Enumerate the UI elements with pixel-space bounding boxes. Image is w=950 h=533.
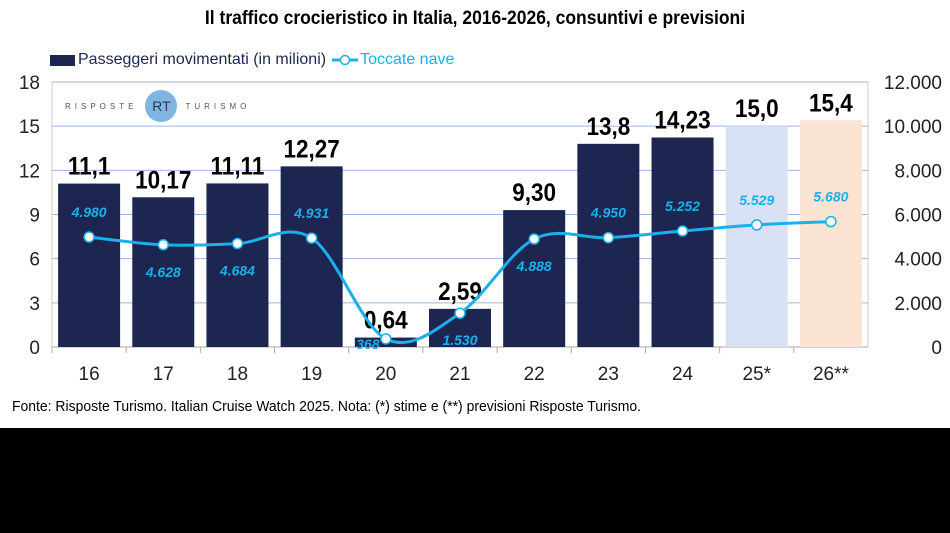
x-tick-label: 24: [672, 364, 694, 385]
source-note: Fonte: Risposte Turismo. Italian Cruise …: [12, 398, 642, 415]
y-right-tick-label: 2.000: [894, 294, 942, 315]
y-left-tick-label: 12: [19, 161, 40, 182]
line-data-label: 4.628: [145, 264, 181, 280]
y-left-tick-label: 6: [29, 250, 40, 271]
risposte-turismo-logo: RISPOSTE RT TURISMO: [65, 90, 250, 122]
bar-24: [651, 137, 714, 347]
line-data-label: 5.680: [813, 189, 848, 205]
bar-19: [280, 166, 343, 347]
bar-data-label: 12,27: [283, 135, 339, 163]
line-point: [602, 231, 615, 244]
y-left-tick-label: 9: [29, 206, 40, 227]
legend-bar-swatch: [50, 54, 75, 66]
y-right-tick-label: 0: [931, 338, 942, 359]
legend-line-swatch: [332, 54, 359, 66]
bar-22: [503, 210, 566, 347]
x-tick-label: 17: [153, 364, 174, 385]
bar-23: [577, 143, 640, 347]
y-right-tick-label: 4.000: [894, 250, 942, 271]
bar-data-label: 11,1: [68, 153, 111, 181]
bar-17: [132, 197, 195, 347]
y-left-tick-label: 0: [29, 338, 40, 359]
x-tick-label: 23: [598, 364, 619, 385]
line-data-label: 5.529: [739, 192, 774, 208]
bar-data-label: 13,8: [586, 113, 630, 141]
x-tick-label: 25*: [742, 364, 771, 385]
x-tick-label: 20: [375, 364, 396, 385]
bar-data-label: 0,64: [364, 307, 409, 335]
legend: Passeggeri movimentati (in milioni) Tocc…: [50, 51, 454, 69]
y-left-tick-label: 18: [19, 73, 40, 94]
line-point: [676, 225, 689, 237]
line-point: [305, 232, 318, 244]
chart-svg: 0 3 6 9 12 15 18 0 2.000 4.000 6.000 8.000 10.000 12.…: [19, 73, 942, 385]
legend-line-label: Toccate nave: [360, 51, 455, 68]
line-data-label: 4.684: [219, 263, 255, 279]
line-point: [750, 219, 763, 231]
y-left-tick-label: 3: [29, 294, 40, 315]
bar-data-label: 14,23: [654, 106, 710, 134]
line-point: [380, 333, 392, 345]
line-data-label: 4.888: [516, 258, 552, 274]
line-point: [83, 231, 95, 243]
line-data-label: 4.950: [590, 205, 626, 221]
bar-25*: [725, 126, 788, 348]
logo-right: TURISMO: [185, 101, 251, 111]
logo-mark: RT: [145, 90, 178, 122]
y-right-tick-label: 6.000: [894, 206, 942, 227]
bar-data-label: 15,0: [735, 95, 779, 123]
line-point: [825, 215, 837, 228]
x-tick-label: 16: [79, 364, 100, 385]
bar-data-label: 9,30: [512, 179, 556, 207]
line-data-label: 4.980: [71, 204, 107, 220]
line-data-label: 4.931: [293, 205, 329, 221]
line-point: [231, 237, 244, 250]
line-point: [454, 307, 466, 319]
line-data-label: 5.252: [665, 198, 700, 214]
y-right-tick-label: 10.000: [884, 117, 942, 138]
bar-18: [206, 183, 269, 347]
line-data-label: 1.530: [442, 332, 477, 348]
bar-16: [58, 183, 121, 347]
bar-26**: [799, 120, 862, 348]
x-tick-label: 21: [449, 364, 470, 385]
bar-data-label: 15,4: [809, 89, 854, 117]
line-data-label: 368: [356, 336, 380, 352]
x-tick-label: 18: [227, 364, 248, 385]
chart-container: Il traffico crocieristico in Italia, 201…: [0, 0, 950, 428]
chart-title: Il traffico crocieristico in Italia, 201…: [204, 8, 746, 29]
bar-data-label: 10,17: [135, 166, 191, 194]
x-tick-label: 19: [301, 364, 322, 385]
x-tick-label: 26**: [813, 364, 850, 385]
y-right-tick-label: 8.000: [894, 161, 942, 182]
legend-bar-label: Passeggeri movimentati (in milioni): [78, 51, 327, 68]
line-point: [528, 233, 540, 245]
bar-data-label: 11,11: [211, 152, 265, 180]
logo-left: RISPOSTE: [65, 101, 138, 111]
y-left-tick-label: 15: [19, 117, 40, 138]
y-right-tick-label: 12.000: [884, 73, 942, 94]
x-tick-label: 22: [524, 364, 545, 385]
line-point: [157, 239, 170, 251]
